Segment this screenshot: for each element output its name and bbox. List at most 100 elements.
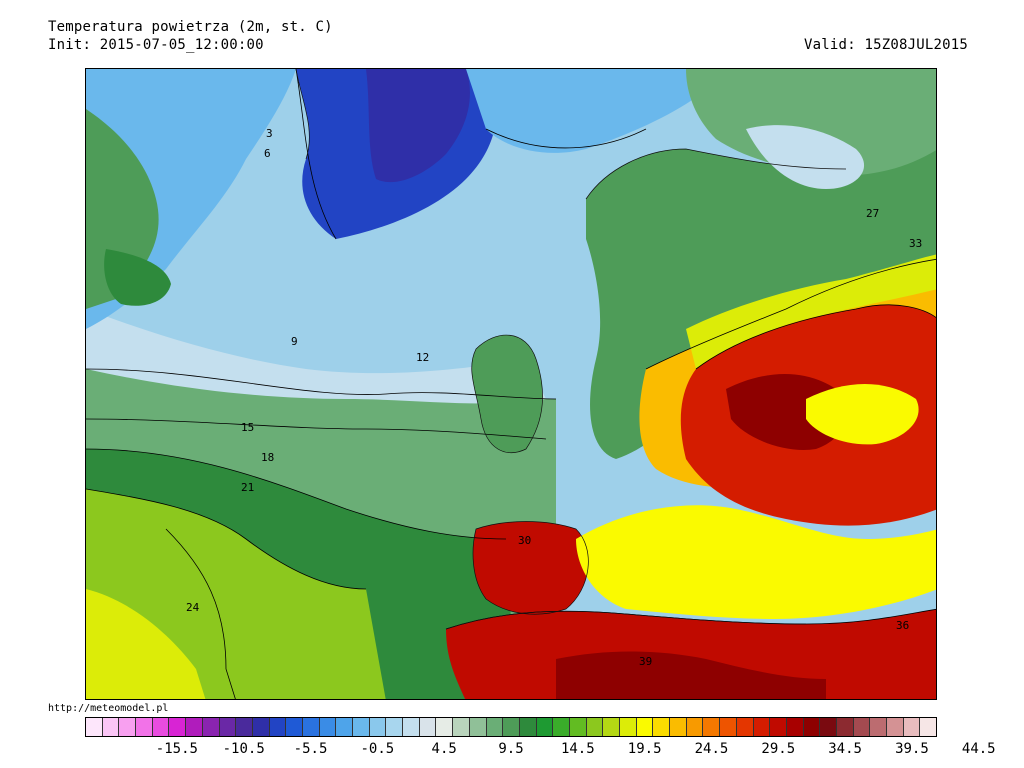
color-swatch: [620, 718, 637, 736]
color-swatch: [353, 718, 370, 736]
color-swatch: [686, 718, 704, 736]
color-swatch: [703, 718, 721, 736]
color-swatch: [853, 718, 871, 736]
color-swatch: [569, 718, 587, 736]
color-swatch: [236, 718, 253, 736]
color-swatch: [269, 718, 287, 736]
color-swatch: [369, 718, 387, 736]
color-swatch: [486, 718, 504, 736]
color-swatch: [820, 718, 837, 736]
contour-label: 24: [186, 601, 200, 614]
color-swatch: [286, 718, 303, 736]
contour-label: 15: [241, 421, 254, 434]
color-scale-tick-label: 29.5: [761, 741, 796, 757]
color-scale-tick-label: 9.5: [498, 741, 524, 757]
isotherm-lines: [86, 69, 936, 699]
color-swatch: [169, 718, 187, 736]
contour-label: 30: [518, 534, 531, 547]
color-scale-tick-label: 24.5: [694, 741, 729, 757]
color-swatch: [653, 718, 671, 736]
color-swatch: [136, 718, 153, 736]
color-swatch: [102, 718, 120, 736]
central-europe-yellow: [686, 254, 936, 369]
sahara-hottest: [556, 651, 826, 699]
color-scale-tick-label: -0.5: [360, 741, 395, 757]
contour-labels: 3 6 9 12 15 18 21 24 27 30 33 36 39: [186, 127, 922, 668]
color-scale-tick-label: 34.5: [828, 741, 862, 757]
color-swatch: [403, 718, 420, 736]
color-swatch: [736, 718, 754, 736]
init-time: Init: 2015-07-05_12:00:00: [48, 37, 264, 53]
valid-time: Valid: 15Z08JUL2015: [804, 37, 968, 53]
color-scale-labels: -15.5 -10.5 -5.5 -0.5 4.5 9.5 14.5 19.5 24.5 29.5…: [85, 741, 996, 757]
color-scale-tick-label: 4.5: [431, 741, 457, 757]
color-swatch: [219, 718, 237, 736]
color-swatch: [252, 718, 270, 736]
contour-label: 27: [866, 207, 879, 220]
contour-label: 39: [639, 655, 652, 668]
color-scale-bar: [85, 717, 937, 737]
color-swatch: [836, 718, 854, 736]
black-sea: [806, 384, 919, 445]
color-swatch: [903, 718, 921, 736]
arctic-russia: [686, 69, 936, 176]
color-swatch: [553, 718, 570, 736]
map-title: Temperatura powietrza (2m, st. C): [48, 19, 333, 35]
mediterranean-sea: [576, 505, 936, 619]
british-isles: [471, 335, 543, 453]
color-scale-tick-label: -10.5: [222, 741, 265, 757]
color-swatch: [536, 718, 554, 736]
arctic-snow: [746, 125, 865, 189]
color-swatch: [469, 718, 487, 736]
color-swatch: [503, 718, 520, 736]
color-scale-tick-label: -5.5: [293, 741, 328, 757]
arctic-blue: [466, 69, 726, 153]
contour-label: 18: [261, 451, 274, 464]
color-swatch: [920, 718, 937, 736]
color-scale-tick-label: 14.5: [560, 741, 595, 757]
color-swatch: [786, 718, 804, 736]
color-swatch: [186, 718, 203, 736]
color-swatch: [887, 718, 904, 736]
contour-label: 9: [291, 335, 298, 348]
color-scale-tick-label: 39.5: [895, 741, 929, 757]
greenland-coldest: [366, 69, 470, 183]
color-swatch: [519, 718, 537, 736]
contour-label: 33: [909, 237, 922, 250]
color-scale-tick-label: 19.5: [627, 741, 662, 757]
color-swatch: [386, 718, 404, 736]
color-swatch: [803, 718, 821, 736]
contour-label: 6: [264, 147, 271, 160]
temperature-map: 3 6 9 12 15 18 21 24 27 30 33 36 39: [85, 68, 937, 700]
atlantic-yellow-zone: [86, 589, 206, 699]
color-swatch: [119, 718, 137, 736]
contour-label: 3: [266, 127, 273, 140]
color-swatch: [319, 718, 337, 736]
color-swatch: [336, 718, 353, 736]
color-swatch: [636, 718, 654, 736]
color-swatch: [870, 718, 887, 736]
contour-label: 21: [241, 481, 254, 494]
color-swatch: [202, 718, 220, 736]
color-swatch: [419, 718, 437, 736]
color-swatch: [770, 718, 787, 736]
color-swatch: [586, 718, 604, 736]
color-scale-tick-label: 44.5: [961, 741, 996, 757]
light-band: [86, 309, 546, 404]
color-swatch: [603, 718, 620, 736]
iberia-hot: [473, 521, 589, 615]
color-swatch: [152, 718, 170, 736]
color-swatch: [753, 718, 771, 736]
color-swatch: [670, 718, 687, 736]
source-link[interactable]: http://meteomodel.pl: [48, 703, 169, 714]
color-swatch: [436, 718, 454, 736]
color-scale-tick-label: -15.5: [155, 741, 198, 757]
temperature-field: 3 6 9 12 15 18 21 24 27 30 33 36 39: [86, 69, 936, 699]
newfoundland: [104, 249, 171, 306]
europe-hottest: [726, 374, 847, 450]
coastlines: [295, 69, 847, 630]
color-swatch: [302, 718, 320, 736]
contour-label: 12: [416, 351, 429, 364]
contour-label: 36: [896, 619, 909, 632]
color-swatch: [86, 718, 103, 736]
